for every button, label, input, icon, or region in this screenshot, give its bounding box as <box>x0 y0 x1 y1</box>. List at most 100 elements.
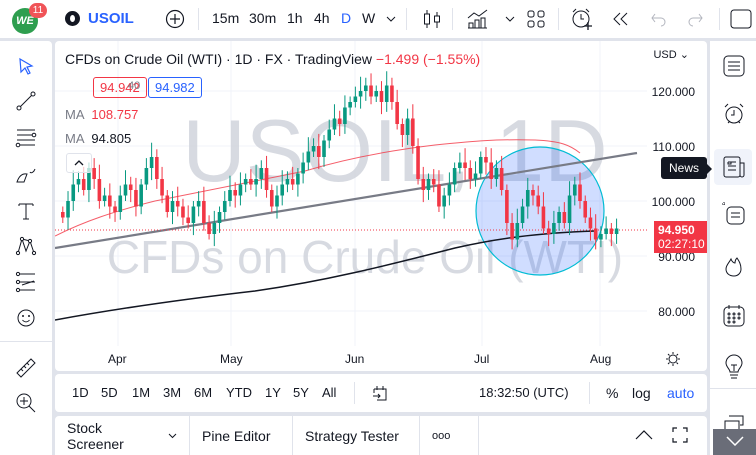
oil-drop-icon <box>65 11 80 26</box>
price-chart-canvas[interactable]: USOIL, 1D CFDs on Crude Oil (WTI) <box>55 41 707 371</box>
range-6m[interactable]: 6M <box>194 385 213 400</box>
bar-countdown: 02:27:10 <box>658 237 705 251</box>
tab-strategy-tester[interactable]: Strategy Tester <box>293 416 420 455</box>
fullscreen-layout-icon[interactable] <box>730 9 752 29</box>
go-to-date-icon[interactable] <box>371 384 389 402</box>
interval-4h[interactable]: 4h <box>314 10 330 26</box>
interval-d[interactable]: D <box>341 10 352 26</box>
time-tick: Jul <box>474 352 490 366</box>
interval-30m[interactable]: 30m <box>249 10 277 26</box>
tab-label: Pine Editor <box>202 427 271 444</box>
currency-label: USD <box>653 49 677 61</box>
divider <box>354 382 355 404</box>
range-ytd[interactable]: YTD <box>226 385 252 400</box>
chevron-down-icon[interactable] <box>505 15 515 23</box>
chart-pane[interactable]: USOIL, 1D CFDs on Crude Oil (WTI) CFDs o… <box>55 41 707 371</box>
watchlist-icon[interactable] <box>721 53 747 79</box>
interval-1h[interactable]: 1h <box>287 10 303 26</box>
trend-line-icon[interactable] <box>14 89 38 113</box>
lightbulb-icon[interactable] <box>721 354 747 380</box>
spread-value: 40 <box>128 80 141 92</box>
log-scale-toggle[interactable]: log <box>632 385 651 401</box>
prediction-tool-icon[interactable] <box>14 270 38 294</box>
ma-slow-line <box>55 230 596 321</box>
replay-icon[interactable] <box>612 11 630 27</box>
right-widget-bar <box>710 41 756 455</box>
range-1d[interactable]: 1D <box>72 385 89 400</box>
chevron-down-icon <box>726 436 744 446</box>
redo-icon[interactable] <box>688 11 704 27</box>
trend-line[interactable] <box>55 151 638 250</box>
chevron-up-icon <box>74 160 84 166</box>
highlight-circle[interactable] <box>475 146 605 276</box>
interval-w[interactable]: W <box>362 10 376 26</box>
news-icon[interactable] <box>721 154 747 180</box>
more-tabs-button[interactable]: ooo <box>420 416 479 455</box>
time-axis[interactable]: Apr May Jun Jul Aug <box>55 346 707 371</box>
price-axis[interactable]: USD ⌄ 120.000 110.000 100.000 90.000 80.… <box>647 41 707 346</box>
divider <box>558 8 559 30</box>
candles <box>61 71 619 250</box>
layout-grid-icon[interactable] <box>526 9 546 29</box>
range-3m[interactable]: 3M <box>163 385 182 400</box>
undo-icon[interactable] <box>650 11 666 27</box>
fib-retracement-icon[interactable] <box>14 125 38 149</box>
compare-add-icon[interactable] <box>165 9 185 29</box>
candles-chart-type-icon[interactable] <box>422 8 442 30</box>
chevron-down-icon <box>168 433 177 438</box>
alerts-clock-icon[interactable] <box>721 101 747 127</box>
range-5y[interactable]: 5Y <box>293 385 309 400</box>
ma-label: MA <box>65 107 84 122</box>
calendar-icon[interactable] <box>721 303 747 329</box>
utc-clock[interactable]: 18:32:50 (UTC) <box>479 385 569 400</box>
time-tick: Jun <box>345 352 365 366</box>
emoji-icon[interactable] <box>14 306 38 330</box>
scroll-down-button[interactable] <box>713 429 756 455</box>
currency-selector[interactable]: USD ⌄ <box>653 49 689 61</box>
indicators-icon[interactable] <box>466 8 490 30</box>
cursor-icon[interactable] <box>14 55 38 79</box>
price-tick: 100.000 <box>651 195 695 209</box>
drawing-toolbar <box>0 41 52 455</box>
range-1y[interactable]: 1Y <box>265 385 281 400</box>
range-all[interactable]: All <box>322 385 337 400</box>
news-button-active[interactable] <box>714 149 752 185</box>
alert-clock-icon[interactable] <box>570 7 594 31</box>
last-price: 94.950 <box>658 223 695 237</box>
legend-change: −1.499 (−1.55%) <box>375 51 481 67</box>
divider <box>0 341 52 342</box>
auto-scale-toggle[interactable]: auto <box>667 385 695 401</box>
ruler-icon[interactable] <box>14 356 38 380</box>
text-tool-icon[interactable] <box>14 199 38 223</box>
range-1m[interactable]: 1M <box>132 385 151 400</box>
divider <box>198 8 199 30</box>
pattern-tool-icon[interactable] <box>14 233 38 257</box>
price-tick: 110.000 <box>652 140 696 154</box>
ma-fast-legend[interactable]: MA 108.757 <box>65 107 138 122</box>
divider <box>589 382 590 404</box>
hotlist-flame-icon[interactable] <box>721 253 747 279</box>
tab-stock-screener[interactable]: Stock Screener <box>55 416 190 455</box>
collapse-legend-button[interactable] <box>66 153 92 173</box>
ma-slow-legend[interactable]: MA 94.805 <box>65 131 131 146</box>
zoom-in-icon[interactable] <box>14 391 38 415</box>
brush-icon[interactable] <box>14 163 38 187</box>
more-label: ooo <box>432 429 451 442</box>
maximize-panel-icon[interactable] <box>672 427 688 443</box>
sell-price-button[interactable]: 94.942 <box>93 77 147 98</box>
chevron-up-icon[interactable] <box>635 430 653 440</box>
bottom-panel: Stock Screener Pine Editor Strategy Test… <box>55 416 707 455</box>
tab-pine-editor[interactable]: Pine Editor <box>190 416 293 455</box>
percent-scale-toggle[interactable]: % <box>606 385 619 401</box>
symbol-search[interactable]: USOIL <box>88 10 134 27</box>
chevron-down-icon[interactable] <box>386 15 396 23</box>
interval-15m[interactable]: 15m <box>212 10 240 26</box>
time-tick: Aug <box>590 352 612 366</box>
notification-badge: 11 <box>29 3 47 18</box>
chart-settings-sun-icon[interactable] <box>665 351 681 367</box>
ideas-stream-icon[interactable] <box>721 201 747 227</box>
ma-value: 108.757 <box>91 107 139 122</box>
buy-price-button[interactable]: 94.982 <box>148 77 202 98</box>
range-5d[interactable]: 5D <box>101 385 118 400</box>
legend-symbol-title: CFDs on Crude Oil (WTI) · 1D · FX · Trad… <box>65 51 373 67</box>
